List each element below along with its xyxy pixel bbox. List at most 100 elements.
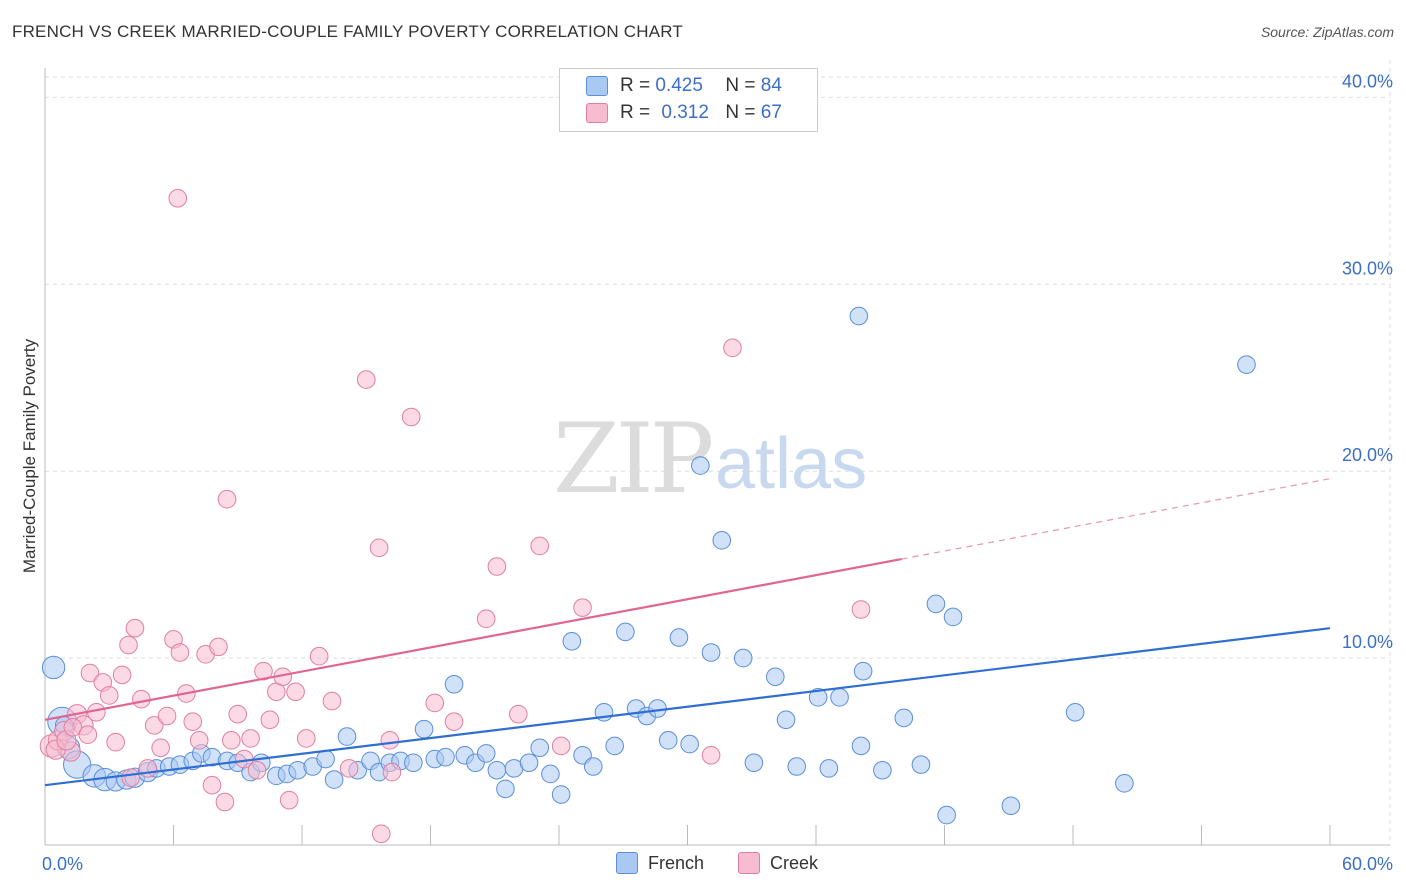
french-point (943, 607, 963, 627)
trend-lines (44, 478, 1331, 787)
french-point (853, 661, 873, 681)
creek-point (170, 643, 190, 662)
french-point (766, 667, 785, 687)
french-swatch (586, 76, 608, 96)
french-point (658, 731, 678, 750)
french-point (605, 736, 624, 756)
creek-n-value: 67 (760, 102, 782, 123)
creek-point (401, 407, 421, 427)
creek-point (183, 712, 203, 731)
creek-point (371, 824, 391, 844)
creek-point (119, 635, 138, 655)
watermark-atlas: atlas (715, 424, 867, 504)
creek-point (487, 557, 507, 576)
creek-point (701, 745, 721, 765)
french-point (808, 688, 828, 707)
french-point (436, 747, 455, 767)
stats-legend: R = 0.425 N = 84 R = 0.312 N = 67 (559, 68, 818, 132)
creek-point (382, 762, 402, 782)
french-point (562, 631, 582, 651)
french-legend-label: French (648, 852, 705, 873)
creek-point (132, 689, 151, 709)
creek-point (168, 189, 188, 208)
french-point (519, 753, 539, 773)
legend-row-french: R = 0.425 N = 84 (586, 74, 782, 98)
french-point (1115, 774, 1134, 793)
french-point (744, 753, 764, 773)
creek-point (476, 609, 496, 629)
creek-point (322, 691, 342, 711)
french-point (712, 531, 732, 550)
x-tick-label: 0.0% (42, 854, 83, 874)
french-n-value: 84 (760, 75, 782, 96)
creek-trend-line-extension (901, 478, 1331, 560)
french-r-label: R = (620, 75, 651, 96)
french-point (530, 738, 550, 758)
watermark: ZIP atlas (553, 403, 867, 515)
creek-point (151, 738, 170, 758)
french-point (476, 744, 496, 763)
creek-point (99, 686, 119, 705)
french-point (926, 594, 946, 614)
creek-r-label: R = (620, 102, 651, 123)
french-point (911, 755, 931, 774)
creek-point (339, 759, 359, 778)
creek-legend-label: Creek (770, 852, 819, 873)
creek-point (309, 646, 329, 666)
french-point (496, 779, 515, 799)
french-point (819, 759, 839, 778)
french-point (551, 785, 571, 804)
creek-point (530, 536, 550, 556)
y-tick-label: 20.0% (1342, 445, 1393, 465)
creek-point (138, 759, 158, 778)
creek-point (217, 489, 237, 509)
y-tick-label: 10.0% (1342, 632, 1393, 652)
french-point (337, 727, 357, 746)
series-legend: French Creek (616, 852, 852, 874)
creek-n-label: N = (725, 102, 756, 123)
french-point (1001, 796, 1021, 816)
y-tick-label: 30.0% (1342, 258, 1393, 278)
creek-point (222, 731, 241, 750)
french-point (787, 757, 807, 776)
creek-point (425, 693, 445, 713)
creek-point (209, 637, 228, 657)
french-point (324, 770, 344, 789)
creek-point (144, 716, 164, 735)
french-point (541, 764, 560, 784)
creek-point (157, 706, 177, 726)
french-point (894, 708, 914, 728)
legend-item-creek[interactable]: Creek (738, 852, 818, 874)
creek-point (106, 732, 125, 752)
creek-point (356, 370, 376, 389)
creek-point (247, 760, 267, 780)
creek-point (444, 712, 464, 731)
french-point (680, 734, 699, 754)
french-point (733, 648, 753, 668)
french-point (41, 655, 66, 680)
axes (44, 68, 1390, 846)
french-point (583, 757, 603, 776)
creek-point (112, 665, 132, 685)
watermark-zip: ZIP (553, 403, 712, 515)
french-point (830, 688, 849, 707)
french-point (444, 674, 464, 694)
creek-point (63, 717, 83, 737)
creek-point (279, 790, 299, 810)
creek-point (125, 618, 145, 638)
french-n-label: N = (725, 75, 756, 96)
creek-point (296, 729, 316, 748)
creek-point (369, 538, 389, 558)
french-point (404, 753, 423, 773)
creek-point (121, 768, 140, 788)
creek-point (723, 338, 742, 358)
legend-row-creek: R = 0.312 N = 67 (586, 101, 782, 125)
creek-point (78, 725, 98, 745)
french-point (691, 456, 710, 475)
french-point (487, 760, 507, 780)
french-trend-line (44, 627, 1331, 787)
creek-point (202, 775, 222, 795)
legend-item-french[interactable]: French (616, 852, 704, 874)
french-point (873, 760, 892, 780)
